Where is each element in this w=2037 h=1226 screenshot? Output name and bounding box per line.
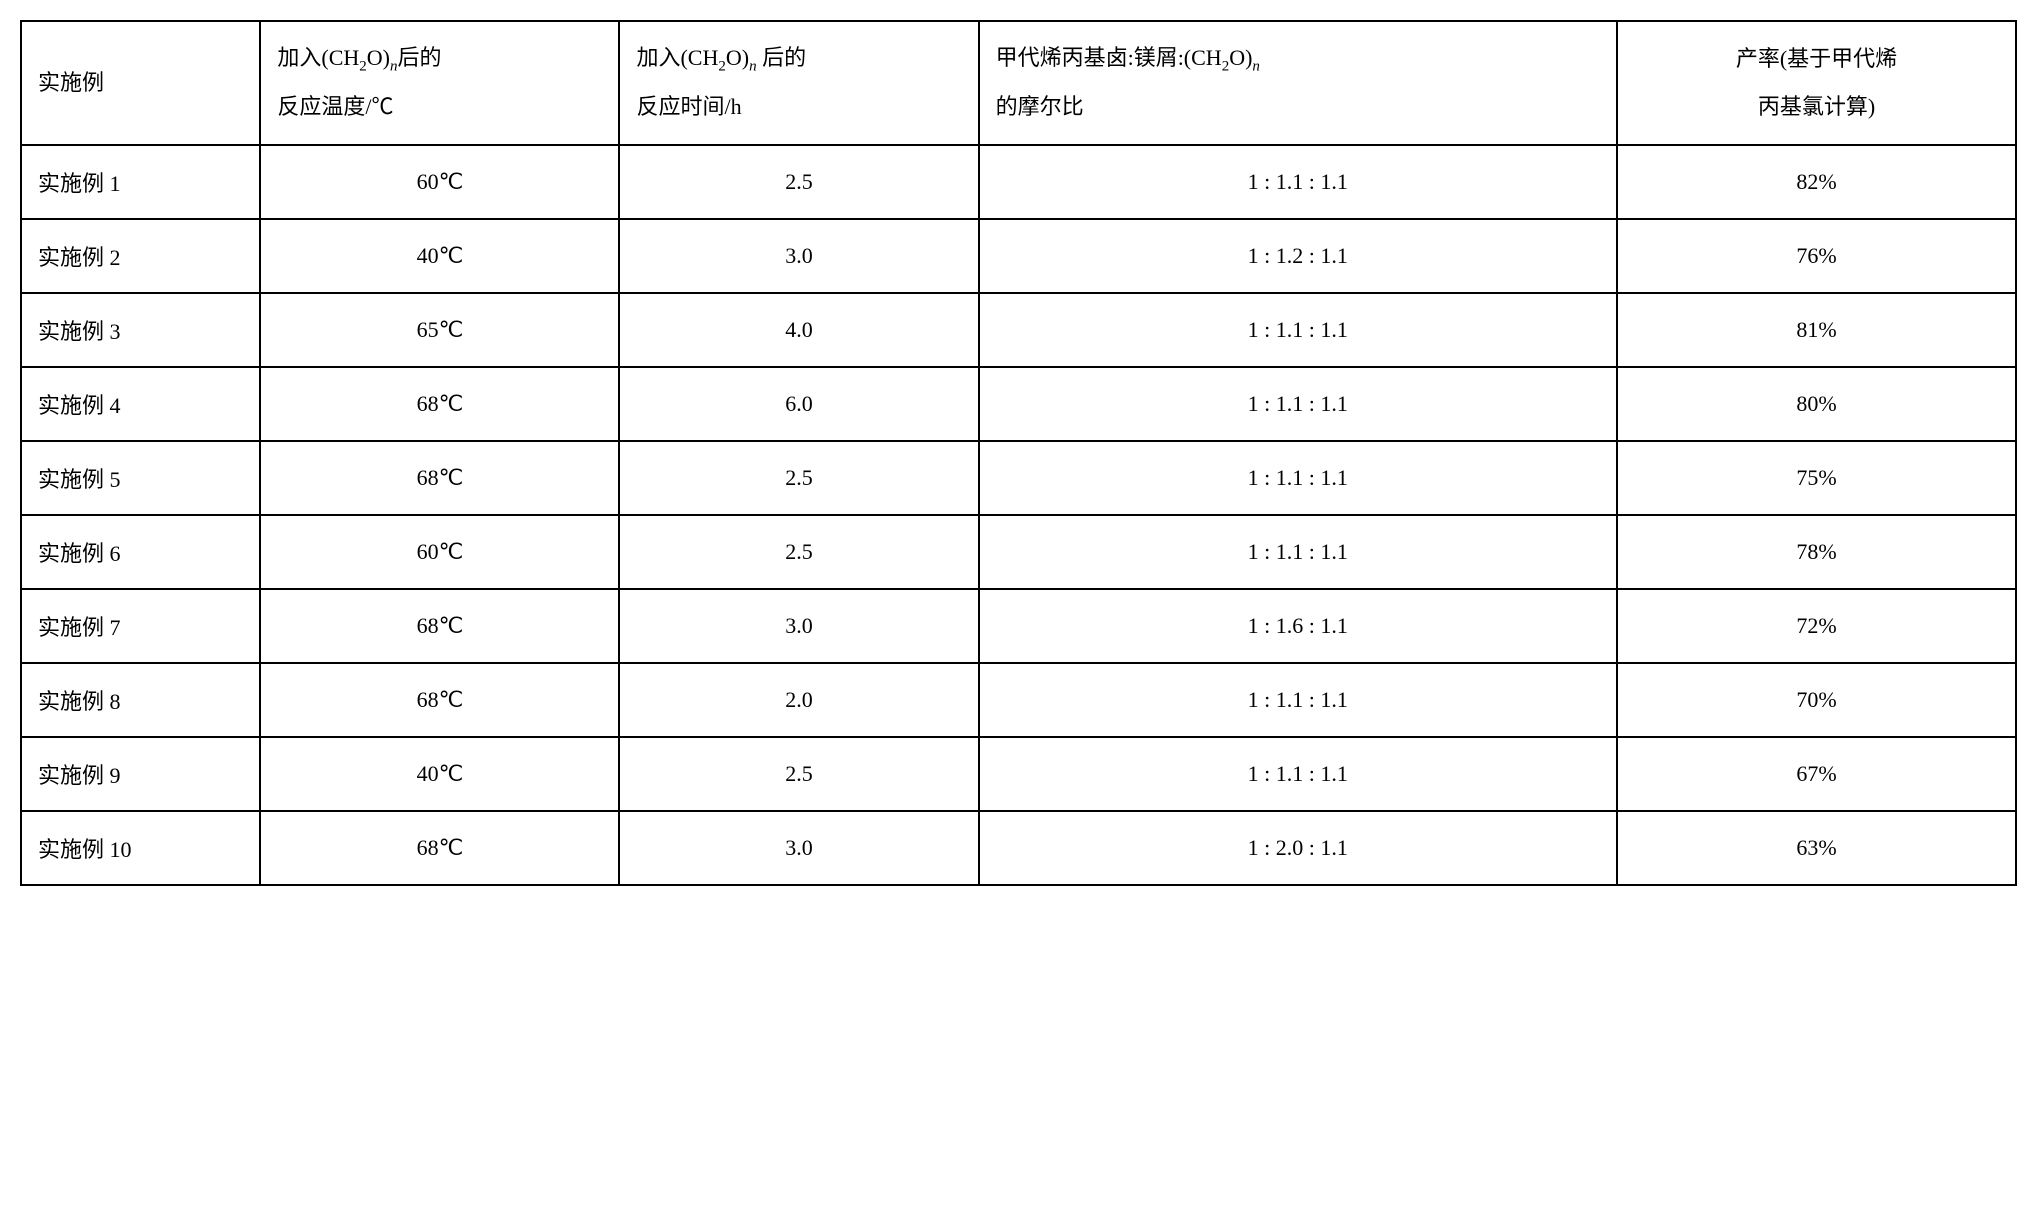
cell-time: 6.0 xyxy=(619,367,978,441)
experiment-table: 实施例 加入(CH2O)n后的 反应温度/℃ 加入(CH2O)n 后的 反应时间… xyxy=(20,20,2017,886)
cell-yield: 82% xyxy=(1617,145,2016,219)
table-row: 实施例 4 68℃ 6.0 1 : 1.1 : 1.1 80% xyxy=(21,367,2016,441)
header-temp-line2: 反应温度/℃ xyxy=(277,94,393,119)
header-time: 加入(CH2O)n 后的 反应时间/h xyxy=(619,21,978,145)
header-time-line2: 反应时间/h xyxy=(636,94,741,119)
header-temperature: 加入(CH2O)n后的 反应温度/℃ xyxy=(260,21,619,145)
header-time-sub1: 2 xyxy=(718,58,726,74)
cell-example: 实施例 5 xyxy=(21,441,260,515)
cell-ratio: 1 : 1.1 : 1.1 xyxy=(979,737,1617,811)
cell-yield: 63% xyxy=(1617,811,2016,885)
table-row: 实施例 9 40℃ 2.5 1 : 1.1 : 1.1 67% xyxy=(21,737,2016,811)
table-header-row: 实施例 加入(CH2O)n后的 反应温度/℃ 加入(CH2O)n 后的 反应时间… xyxy=(21,21,2016,145)
cell-time: 4.0 xyxy=(619,293,978,367)
cell-yield: 76% xyxy=(1617,219,2016,293)
header-temp-subn: n xyxy=(390,58,398,74)
header-time-prefix: 加入(CH xyxy=(636,45,718,70)
cell-temperature: 40℃ xyxy=(260,219,619,293)
cell-temperature: 68℃ xyxy=(260,663,619,737)
table-row: 实施例 10 68℃ 3.0 1 : 2.0 : 1.1 63% xyxy=(21,811,2016,885)
header-example: 实施例 xyxy=(21,21,260,145)
cell-temperature: 68℃ xyxy=(260,589,619,663)
cell-example: 实施例 8 xyxy=(21,663,260,737)
header-ratio-line2: 的摩尔比 xyxy=(996,94,1084,119)
cell-temperature: 60℃ xyxy=(260,145,619,219)
cell-ratio: 1 : 1.1 : 1.1 xyxy=(979,515,1617,589)
cell-yield: 81% xyxy=(1617,293,2016,367)
header-ratio-prefix: 甲代烯丙基卤:镁屑:(CH xyxy=(996,45,1222,70)
cell-temperature: 65℃ xyxy=(260,293,619,367)
cell-yield: 75% xyxy=(1617,441,2016,515)
table-body: 实施例 1 60℃ 2.5 1 : 1.1 : 1.1 82% 实施例 2 40… xyxy=(21,145,2016,885)
cell-time: 2.5 xyxy=(619,737,978,811)
cell-time: 3.0 xyxy=(619,589,978,663)
cell-ratio: 1 : 1.6 : 1.1 xyxy=(979,589,1617,663)
cell-time: 2.0 xyxy=(619,663,978,737)
header-temp-sub1: 2 xyxy=(359,58,367,74)
cell-yield: 70% xyxy=(1617,663,2016,737)
cell-temperature: 60℃ xyxy=(260,515,619,589)
header-yield: 产率(基于甲代烯 丙基氯计算) xyxy=(1617,21,2016,145)
header-temp-suffix: 后的 xyxy=(398,45,442,70)
cell-time: 2.5 xyxy=(619,145,978,219)
header-yield-line2: 丙基氯计算) xyxy=(1758,94,1875,119)
cell-yield: 72% xyxy=(1617,589,2016,663)
header-ratio-mid: O) xyxy=(1229,45,1252,70)
cell-example: 实施例 1 xyxy=(21,145,260,219)
table-row: 实施例 8 68℃ 2.0 1 : 1.1 : 1.1 70% xyxy=(21,663,2016,737)
cell-example: 实施例 7 xyxy=(21,589,260,663)
header-yield-line1: 产率(基于甲代烯 xyxy=(1736,46,1897,71)
cell-example: 实施例 9 xyxy=(21,737,260,811)
table-row: 实施例 6 60℃ 2.5 1 : 1.1 : 1.1 78% xyxy=(21,515,2016,589)
cell-example: 实施例 3 xyxy=(21,293,260,367)
cell-temperature: 68℃ xyxy=(260,441,619,515)
header-ratio-subn: n xyxy=(1252,58,1260,74)
header-example-text: 实施例 xyxy=(38,70,104,95)
cell-example: 实施例 2 xyxy=(21,219,260,293)
cell-example: 实施例 4 xyxy=(21,367,260,441)
cell-temperature: 40℃ xyxy=(260,737,619,811)
cell-yield: 78% xyxy=(1617,515,2016,589)
header-ratio: 甲代烯丙基卤:镁屑:(CH2O)n 的摩尔比 xyxy=(979,21,1617,145)
table-row: 实施例 3 65℃ 4.0 1 : 1.1 : 1.1 81% xyxy=(21,293,2016,367)
header-time-suffix: 后的 xyxy=(757,45,807,70)
table-row: 实施例 1 60℃ 2.5 1 : 1.1 : 1.1 82% xyxy=(21,145,2016,219)
cell-time: 3.0 xyxy=(619,219,978,293)
header-time-mid: O) xyxy=(726,45,749,70)
header-temp-mid: O) xyxy=(367,45,390,70)
cell-ratio: 1 : 1.1 : 1.1 xyxy=(979,367,1617,441)
cell-ratio: 1 : 1.1 : 1.1 xyxy=(979,293,1617,367)
cell-time: 2.5 xyxy=(619,515,978,589)
cell-ratio: 1 : 1.1 : 1.1 xyxy=(979,441,1617,515)
cell-ratio: 1 : 1.1 : 1.1 xyxy=(979,663,1617,737)
cell-example: 实施例 6 xyxy=(21,515,260,589)
cell-yield: 67% xyxy=(1617,737,2016,811)
header-temp-prefix: 加入(CH xyxy=(277,45,359,70)
table-row: 实施例 2 40℃ 3.0 1 : 1.2 : 1.1 76% xyxy=(21,219,2016,293)
cell-temperature: 68℃ xyxy=(260,811,619,885)
header-time-subn: n xyxy=(749,58,757,74)
cell-ratio: 1 : 1.2 : 1.1 xyxy=(979,219,1617,293)
cell-yield: 80% xyxy=(1617,367,2016,441)
table-row: 实施例 7 68℃ 3.0 1 : 1.6 : 1.1 72% xyxy=(21,589,2016,663)
cell-example: 实施例 10 xyxy=(21,811,260,885)
cell-ratio: 1 : 2.0 : 1.1 xyxy=(979,811,1617,885)
cell-time: 2.5 xyxy=(619,441,978,515)
table-row: 实施例 5 68℃ 2.5 1 : 1.1 : 1.1 75% xyxy=(21,441,2016,515)
cell-temperature: 68℃ xyxy=(260,367,619,441)
cell-time: 3.0 xyxy=(619,811,978,885)
cell-ratio: 1 : 1.1 : 1.1 xyxy=(979,145,1617,219)
